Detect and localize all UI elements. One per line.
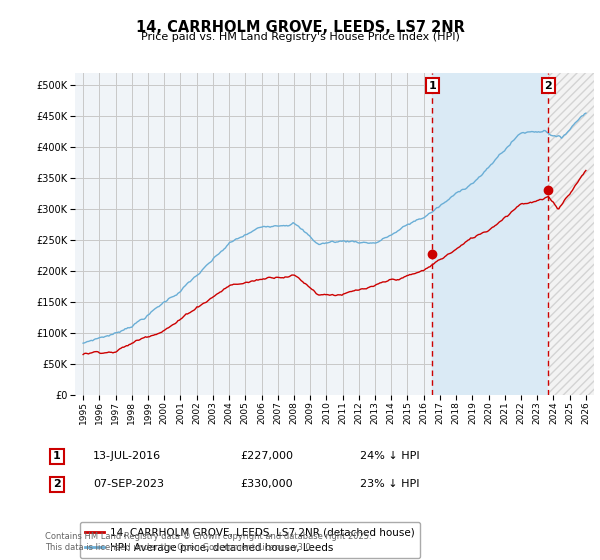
Text: 1: 1 bbox=[53, 451, 61, 461]
Text: 1: 1 bbox=[428, 81, 436, 91]
Legend: 14, CARRHOLM GROVE, LEEDS, LS7 2NR (detached house), HPI: Average price, detache: 14, CARRHOLM GROVE, LEEDS, LS7 2NR (deta… bbox=[80, 522, 421, 558]
Bar bbox=[548, 73, 594, 395]
Text: £227,000: £227,000 bbox=[240, 451, 293, 461]
Text: 24% ↓ HPI: 24% ↓ HPI bbox=[360, 451, 419, 461]
Text: 2: 2 bbox=[545, 81, 553, 91]
Text: 2: 2 bbox=[53, 479, 61, 489]
Text: 14, CARRHOLM GROVE, LEEDS, LS7 2NR: 14, CARRHOLM GROVE, LEEDS, LS7 2NR bbox=[136, 20, 464, 35]
Bar bbox=[548, 73, 594, 395]
Text: Contains HM Land Registry data © Crown copyright and database right 2025.
This d: Contains HM Land Registry data © Crown c… bbox=[45, 532, 371, 552]
Text: 13-JUL-2016: 13-JUL-2016 bbox=[93, 451, 161, 461]
Text: 23% ↓ HPI: 23% ↓ HPI bbox=[360, 479, 419, 489]
Bar bbox=[432, 73, 548, 395]
Text: 07-SEP-2023: 07-SEP-2023 bbox=[93, 479, 164, 489]
Text: £330,000: £330,000 bbox=[240, 479, 293, 489]
Bar bbox=[548, 73, 594, 395]
Text: Price paid vs. HM Land Registry's House Price Index (HPI): Price paid vs. HM Land Registry's House … bbox=[140, 32, 460, 43]
